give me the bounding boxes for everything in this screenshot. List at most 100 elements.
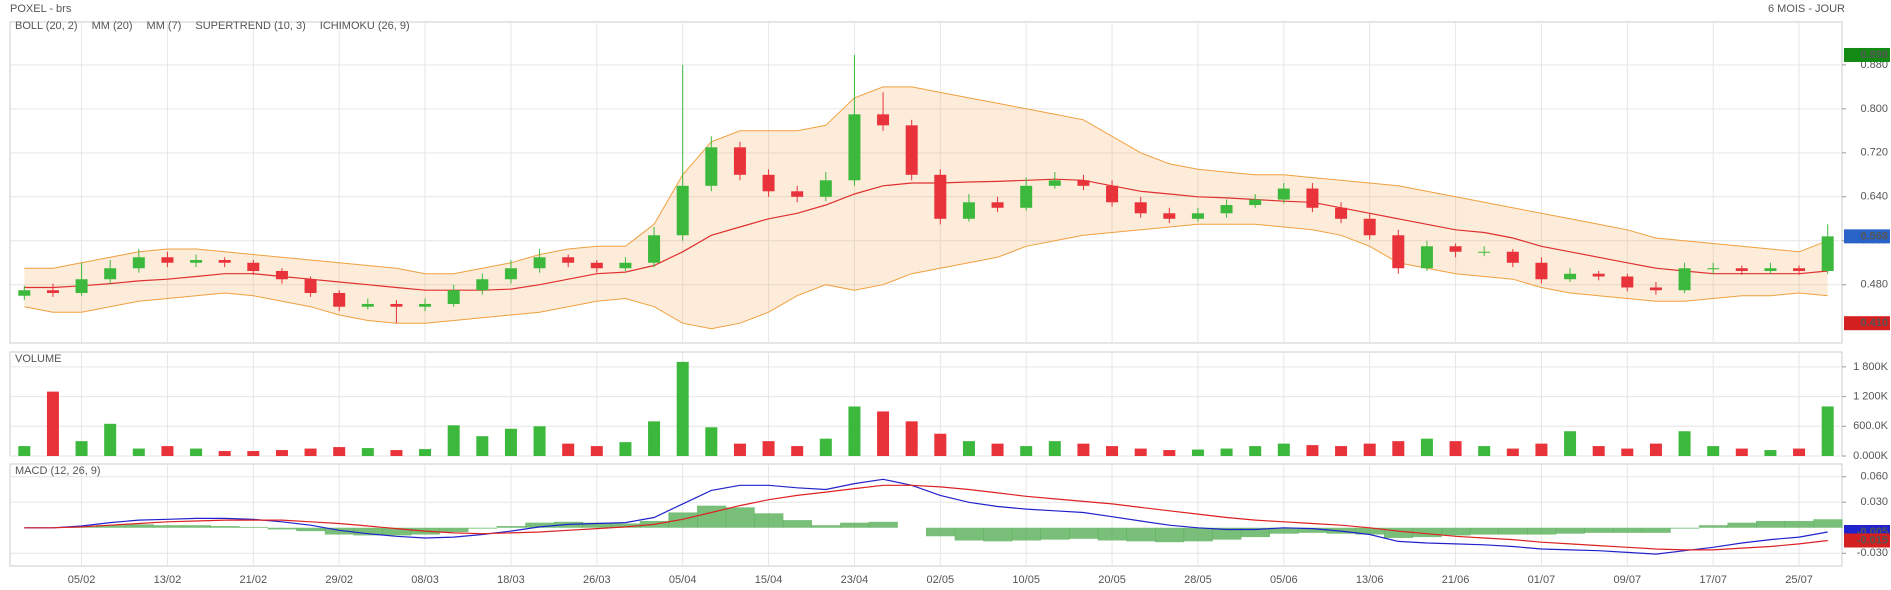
candle-body [504,268,517,280]
price-badge-label: -0.015 [1857,534,1888,546]
macd-line [24,484,1828,551]
x-tick-label: 09/07 [1614,574,1642,586]
legend-entry[interactable]: MM (20) [92,20,133,32]
volume-bar [848,406,861,456]
candle-body [161,257,174,263]
candle-body [819,180,832,197]
macd-histogram [1527,527,1557,535]
candle-body [848,114,861,181]
candle-body [676,185,689,236]
volume-bar [1449,441,1462,456]
candle-body [1564,273,1577,280]
legend-entry[interactable]: MM (7) [147,20,182,32]
bollinger-upper [24,86,1828,275]
x-tick-label: 01/07 [1528,574,1556,586]
volume-bar [590,446,603,456]
candle-body [619,262,632,269]
macd-histogram [1412,527,1442,538]
volume-bar [1707,446,1720,456]
legend-entry[interactable]: BOLL (20, 2) [15,20,78,32]
y-tick-label: 0.000K [1853,450,1889,462]
candle-body [1163,213,1176,219]
price-badge-label: 0.410 [1860,317,1888,329]
volume-bar [390,450,403,456]
macd-histogram [439,527,469,532]
price-badge [1844,47,1890,62]
y-tick-label: 1 200K [1853,390,1889,402]
volume-bar [962,441,975,456]
macd-histogram [1097,527,1127,541]
macd-histogram [1555,527,1585,534]
volume-bar [1363,443,1376,456]
volume-bar [504,428,517,456]
volume-bar [819,438,832,456]
macd-histogram [1813,519,1843,528]
macd-histogram [1069,527,1099,539]
volume-bar [1821,406,1834,456]
macd-histogram [668,512,698,528]
macd-histogram [1183,527,1213,542]
price-badge [1844,533,1890,548]
macd-histogram [1384,527,1414,538]
volume-bar [705,427,718,456]
candle-body [476,279,489,291]
macd-histogram [1355,527,1385,535]
candle-body [1420,246,1433,269]
candle-body [1649,287,1662,291]
price-badge [1844,229,1890,244]
volume-bar [104,423,117,456]
volume-bar [1535,443,1548,456]
period[interactable]: 6 MOIS - JOUR [1768,3,1845,15]
volume-bar [18,446,31,456]
macd-histogram [1040,527,1070,540]
candle-body [1020,185,1033,208]
macd-histogram [1498,527,1528,535]
volume-bar [1420,438,1433,456]
candle-body [304,279,317,293]
volume-bar [333,447,346,456]
candle-body [1821,236,1834,271]
price-badge-label: 0.898 [1860,49,1888,61]
macd-histogram [124,524,154,528]
candle-body [447,290,460,304]
legend-entry[interactable]: ICHIMOKU (26, 9) [320,20,410,32]
legend-entry[interactable]: SUPERTREND (10, 3) [195,20,305,32]
x-tick-label: 29/02 [325,574,353,586]
x-tick-label: 08/03 [411,574,439,586]
macd-histogram [239,526,269,528]
x-tick-label: 20/05 [1098,574,1126,586]
x-tick-label: 21/02 [240,574,268,586]
macd-histogram [153,525,183,528]
candle-body [705,147,718,186]
volume-bar [1478,446,1491,456]
y-tick-label: 0.720 [1860,147,1888,159]
volume-bar [1735,448,1748,456]
candle-body [275,270,288,280]
volume-bar [361,448,374,456]
volume-bar [676,361,689,456]
candle-body [1535,262,1548,280]
y-tick-label: 600.0K [1853,420,1889,432]
macd-histogram [1269,527,1299,534]
x-tick-label: 28/05 [1184,574,1212,586]
macd-histogram [868,521,898,528]
volume-bar [1306,445,1319,456]
macd-histogram [210,526,240,528]
macd-histogram [1212,527,1242,540]
macd-histogram [1756,520,1786,528]
candle-body [1249,199,1262,206]
candle-body [190,260,203,263]
panel-title: MACD (12, 26, 9) [15,465,101,477]
macd-line [24,478,1828,555]
candle-body [218,260,231,263]
volume-bar [1592,446,1605,456]
volume-bar [1277,443,1290,456]
volume-bar [1506,448,1519,456]
x-tick-label: 21/06 [1442,574,1470,586]
candle-body [1478,251,1491,253]
volume-bar [1220,448,1233,456]
volume-bar [1564,431,1577,456]
macd-histogram [725,507,755,528]
volume-bar [304,448,317,456]
